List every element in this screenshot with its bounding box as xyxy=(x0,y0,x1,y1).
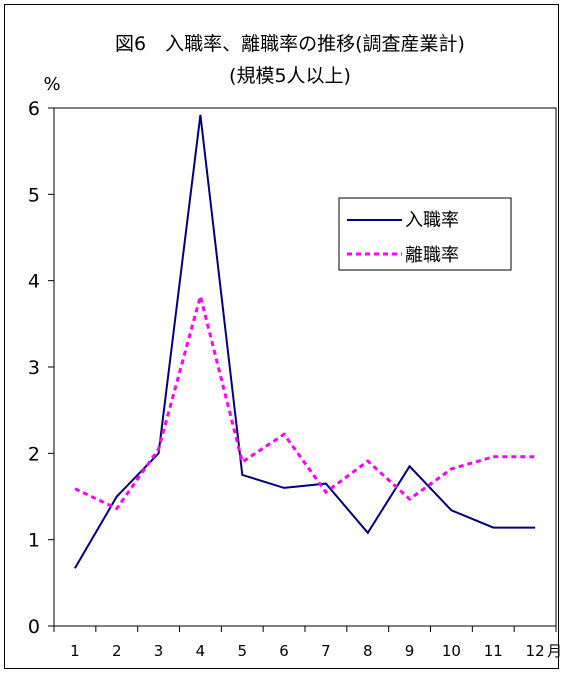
y-tick-label: 2 xyxy=(28,443,40,465)
legend-label-separation-rate: 離職率 xyxy=(405,245,459,266)
x-tick-label: 4 xyxy=(196,642,206,660)
y-tick-label: 5 xyxy=(28,184,40,206)
y-tick-label: 6 xyxy=(28,98,40,120)
y-tick-label: 3 xyxy=(28,357,40,379)
legend-box xyxy=(338,197,512,271)
x-tick-label: 3 xyxy=(154,642,164,660)
series-line-entry-rate xyxy=(74,114,536,569)
y-tick-label: 1 xyxy=(28,530,40,552)
series-lines xyxy=(74,114,536,569)
x-tick-label: 9 xyxy=(405,642,415,660)
series-line-separation-rate xyxy=(74,290,536,511)
x-tick-label: 12 xyxy=(526,642,545,660)
x-tick-label: 1 xyxy=(70,642,80,660)
y-tick-label: 0 xyxy=(28,616,40,638)
y-axis-unit: % xyxy=(43,74,60,95)
x-tick-label: 10 xyxy=(442,642,461,660)
chart-subtitle: (規模5人以上) xyxy=(229,65,351,87)
legend-label-entry-rate: 入職率 xyxy=(405,210,459,231)
plot-area xyxy=(53,107,557,627)
legend: 入職率 離職率 xyxy=(338,197,512,271)
x-tick-label: 5 xyxy=(237,642,247,660)
x-tick-label: 6 xyxy=(279,642,289,660)
y-axis: 0 1 2 3 4 5 6 xyxy=(28,98,54,638)
y-tick-label: 4 xyxy=(28,271,40,293)
x-axis-unit: 月 xyxy=(547,642,562,660)
x-tick-label: 2 xyxy=(112,642,122,660)
x-axis: 1 2 3 4 5 6 7 8 9 10 11 12 月 xyxy=(53,626,562,660)
chart-title: 図6 入職率、離職率の推移(調査産業計) xyxy=(115,33,465,55)
x-tick-label: 7 xyxy=(321,642,331,660)
x-tick-label: 11 xyxy=(484,642,503,660)
x-tick-label: 8 xyxy=(363,642,373,660)
